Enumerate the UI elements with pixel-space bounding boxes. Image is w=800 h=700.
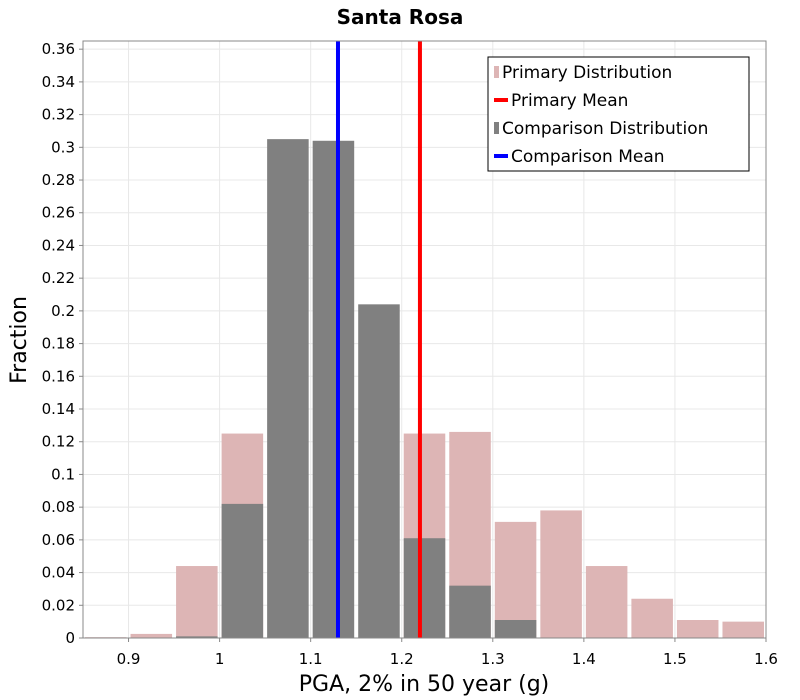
grid-lines [83, 41, 767, 639]
comparison-bar [449, 585, 491, 638]
y-axis: 0 0.02 0.04 0.06 0.08 0.1 0.12 0.14 0.16 0.18 0.2 0… [42, 40, 83, 647]
comparison-bar [267, 139, 309, 638]
y-tick-label: 0.34 [42, 73, 75, 91]
y-tick-label: 0.06 [42, 531, 75, 549]
y-tick-label: 0.36 [42, 40, 75, 58]
comparison-bar [403, 538, 446, 638]
y-tick-label: 0.26 [42, 204, 75, 222]
y-tick-label: 0.14 [42, 400, 75, 418]
y-tick-label: 0.02 [42, 596, 75, 614]
x-tick-label: 1.3 [481, 650, 505, 668]
x-tick-label: 1 [215, 650, 225, 668]
comparison-bar [312, 140, 355, 639]
x-axis: 0.9 1 1.1 1.2 1.3 1.4 1.5 1.6 [117, 638, 778, 668]
x-axis-title: PGA, 2% in 50 year (g) [299, 672, 550, 697]
primary-bar [540, 510, 582, 638]
legend-label: Primary Distribution [502, 63, 672, 83]
legend-swatch [494, 98, 508, 102]
primary-bar [631, 598, 673, 638]
primary-bar [722, 621, 764, 638]
x-tick-label: 1.1 [299, 650, 323, 668]
primary-bar [130, 633, 173, 638]
y-tick-label: 0.08 [42, 498, 75, 516]
legend-label: Comparison Distribution [502, 119, 708, 139]
comparison-bar [176, 636, 218, 638]
primary-bar [176, 566, 218, 638]
legend-label: Comparison Mean [511, 147, 665, 167]
x-tick-label: 1.5 [663, 650, 687, 668]
plot-area-frame [82, 40, 767, 639]
y-tick-label: 0.28 [42, 171, 75, 189]
chart-title: Santa Rosa [337, 5, 464, 29]
legend-label: Primary Mean [511, 91, 628, 111]
x-tick-label: 0.9 [117, 650, 141, 668]
legend: Primary Distribution Primary Mean Comparis… [487, 56, 750, 172]
x-tick-label: 1.6 [754, 650, 778, 668]
y-tick-label: 0 [65, 629, 75, 647]
legend-box [487, 56, 750, 172]
mean-lines [335, 41, 422, 638]
legend-swatch [494, 66, 499, 78]
primary-bar [676, 620, 719, 638]
y-tick-label: 0.22 [42, 269, 75, 287]
y-tick-label: 0.04 [42, 564, 75, 582]
y-tick-label: 0.32 [42, 106, 75, 124]
legend-swatch [494, 122, 499, 134]
y-tick-label: 0.18 [42, 335, 75, 353]
primary-bar [494, 521, 537, 638]
y-tick-label: 0.2 [51, 302, 75, 320]
y-tick-label: 0.16 [42, 367, 75, 385]
y-axis-title: Fraction [7, 296, 32, 384]
y-tick-label: 0.3 [51, 138, 75, 156]
x-tick-label: 1.2 [390, 650, 414, 668]
comparison-bar [494, 620, 537, 638]
comparison-bar [221, 503, 264, 638]
y-tick-label: 0.1 [51, 465, 75, 483]
legend-swatch [494, 154, 508, 158]
y-tick-label: 0.12 [42, 433, 75, 451]
primary-bar [585, 566, 628, 638]
y-tick-label: 0.24 [42, 236, 75, 254]
comparison-bars [176, 139, 537, 639]
x-tick-label: 1.4 [572, 650, 596, 668]
comparison-bar [358, 304, 400, 638]
